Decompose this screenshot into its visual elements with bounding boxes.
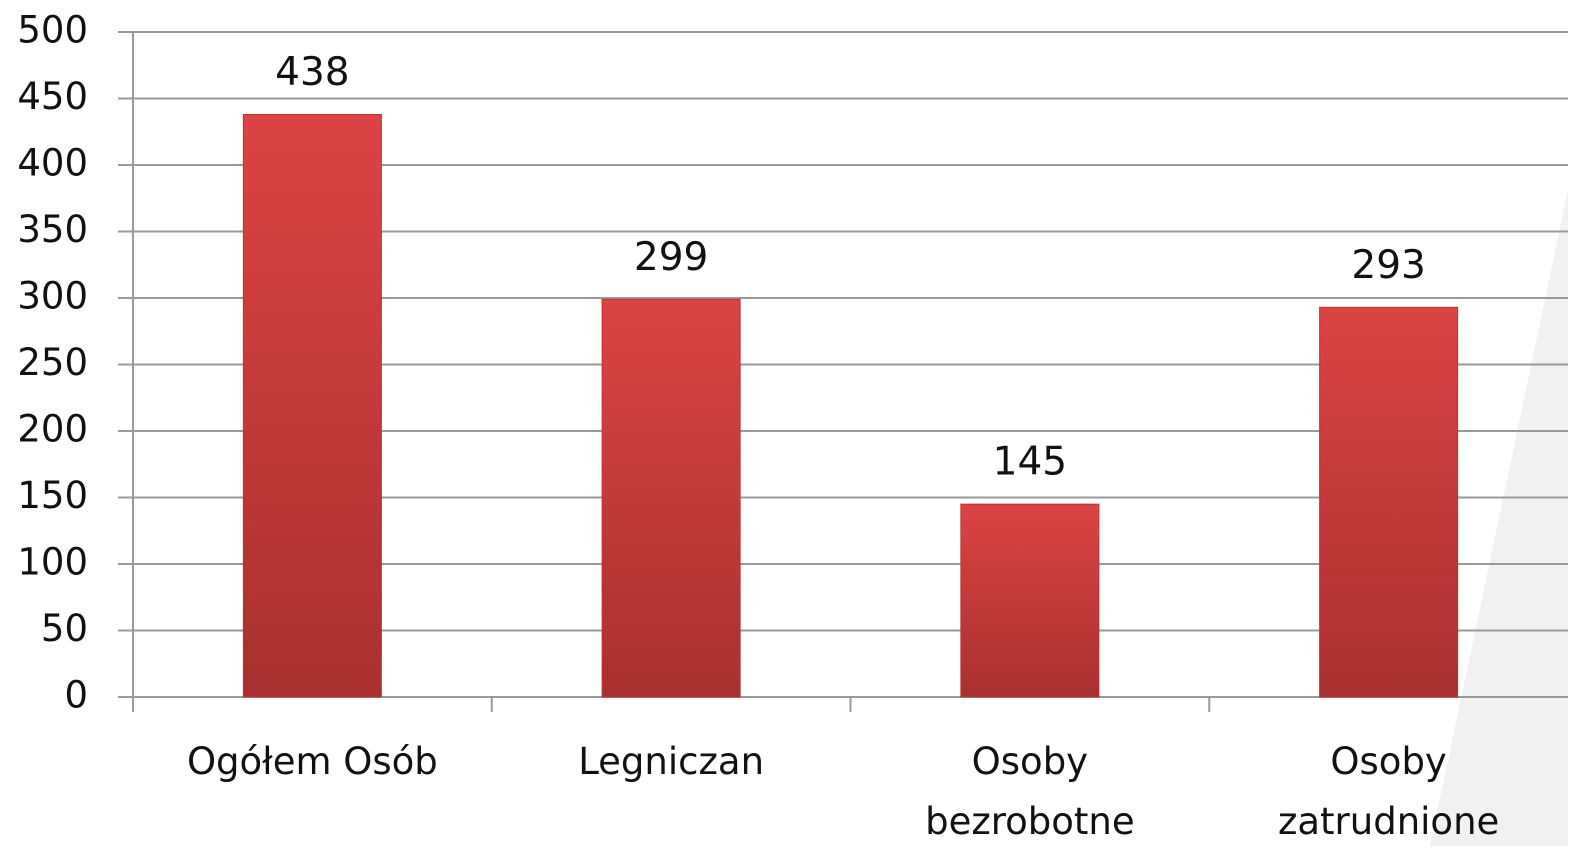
decoration	[1430, 190, 1568, 846]
bar	[601, 298, 741, 698]
y-tick-label: 250	[17, 341, 88, 384]
y-tick-label: 50	[41, 607, 88, 650]
y-tick-label: 350	[17, 208, 88, 251]
x-tick-label: Osoby zatrudnione	[1277, 740, 1500, 843]
bar	[1319, 306, 1459, 698]
data-label: 293	[1351, 243, 1425, 288]
data-label: 299	[634, 235, 708, 280]
y-tick-label: 450	[17, 75, 88, 118]
x-tick-label: Osoby bezrobotne	[925, 740, 1135, 843]
y-tick-label: 200	[17, 408, 88, 451]
x-tick-label: Legniczan	[578, 740, 765, 783]
bar	[242, 113, 382, 698]
y-tick-label: 150	[17, 474, 88, 517]
y-tick-label: 0	[64, 674, 88, 717]
data-label: 145	[993, 440, 1067, 485]
y-tick-label: 500	[17, 9, 88, 52]
bar	[960, 503, 1100, 698]
x-tick-label: Ogółem Osób	[186, 740, 438, 783]
y-tick-label: 300	[17, 275, 88, 318]
y-tick-label: 400	[17, 142, 88, 185]
data-label: 438	[275, 50, 349, 95]
y-tick-label: 100	[17, 541, 88, 584]
